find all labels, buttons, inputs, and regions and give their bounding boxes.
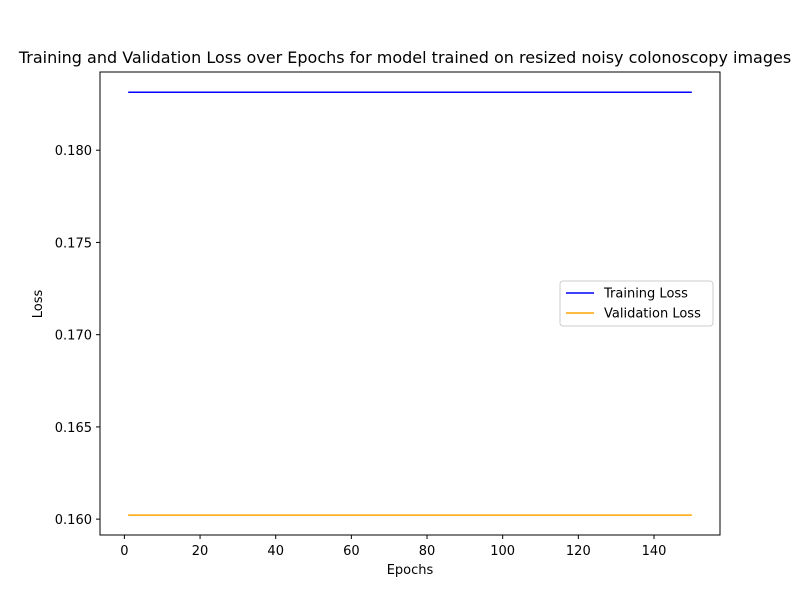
x-tick-label: 0 xyxy=(120,544,128,559)
x-tick-label: 120 xyxy=(566,544,591,559)
x-tick-label: 40 xyxy=(267,544,284,559)
x-tick-label: 20 xyxy=(192,544,209,559)
y-tick-label: 0.180 xyxy=(55,144,92,159)
x-tick-label: 140 xyxy=(642,544,667,559)
y-tick-label: 0.170 xyxy=(55,329,92,344)
x-tick-label: 100 xyxy=(490,544,515,559)
legend: Training Loss Validation Loss xyxy=(559,280,714,327)
x-axis-ticks: 0 20 40 60 80 100 120 140 xyxy=(120,535,666,559)
chart-title: Training and Validation Loss over Epochs… xyxy=(18,48,791,67)
y-axis-ticks: 0.160 0.165 0.170 0.175 0.180 xyxy=(55,144,100,528)
legend-box xyxy=(559,280,714,327)
y-tick-label: 0.175 xyxy=(55,236,92,251)
y-tick-label: 0.165 xyxy=(55,421,92,436)
x-axis-label: Epochs xyxy=(387,563,434,578)
y-tick-label: 0.160 xyxy=(55,513,92,528)
legend-label-1: Validation Loss xyxy=(604,307,701,322)
x-tick-label: 80 xyxy=(419,544,436,559)
x-tick-label: 60 xyxy=(343,544,360,559)
series-lines xyxy=(128,91,692,516)
y-axis-label: Loss xyxy=(31,290,46,319)
plot-frame xyxy=(99,71,721,536)
legend-label-0: Training Loss xyxy=(603,287,688,302)
